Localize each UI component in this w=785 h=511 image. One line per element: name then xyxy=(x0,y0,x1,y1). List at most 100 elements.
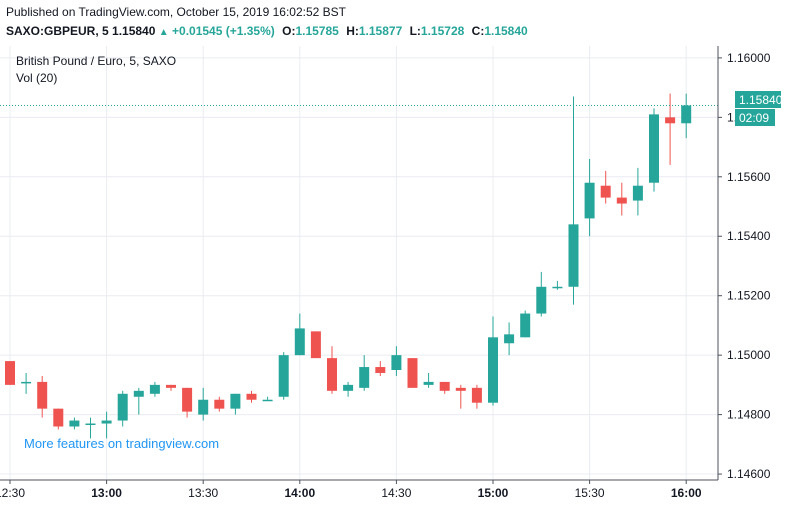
symbol-label: SAXO:GBPEUR, 5 xyxy=(6,24,109,38)
y-tick-label: 1.15600 xyxy=(727,170,771,184)
open-label: O: xyxy=(282,24,296,38)
candle-body xyxy=(101,420,112,424)
candle xyxy=(69,417,80,430)
candle xyxy=(439,381,450,394)
candle-body xyxy=(584,182,595,219)
candle xyxy=(504,322,515,356)
candle-body xyxy=(230,393,241,409)
candle-body xyxy=(359,367,370,388)
published-line: Published on TradingView.com, October 15… xyxy=(6,5,346,19)
candle-body xyxy=(649,114,659,183)
candle xyxy=(455,384,466,409)
candle xyxy=(407,358,418,388)
candle-body xyxy=(391,355,402,371)
change-value: +0.01545 (+1.35%) xyxy=(172,24,275,38)
candle-body xyxy=(133,390,144,397)
last-price-tag: 1.15840 02:09 xyxy=(735,91,783,126)
candle-body xyxy=(665,117,676,124)
candle-body xyxy=(407,358,418,388)
candle xyxy=(117,390,128,427)
candle-body xyxy=(278,355,289,397)
candle-body xyxy=(246,393,257,400)
high-value: 1.15877 xyxy=(358,24,403,38)
candle xyxy=(343,381,354,397)
candle xyxy=(616,182,627,216)
countdown-box xyxy=(735,109,775,126)
candle-body xyxy=(85,423,96,426)
candle-body xyxy=(5,361,15,385)
candle xyxy=(294,313,305,356)
candle-body xyxy=(37,381,48,409)
x-axis[interactable]: 12:30 13:00 13:30 14:00 14:30 15:00 15:30 16:00 xyxy=(0,480,702,500)
candle xyxy=(649,108,659,192)
candle xyxy=(681,93,692,139)
candle xyxy=(375,361,386,376)
candle-body xyxy=(471,387,482,403)
y-tick-label: 1.15000 xyxy=(727,348,771,362)
candle xyxy=(85,417,96,439)
y-tick-label: 1.14600 xyxy=(727,467,771,481)
low-value: 1.15728 xyxy=(420,24,465,38)
candle-body xyxy=(600,185,611,198)
candle xyxy=(632,167,643,216)
candle-body xyxy=(53,408,64,427)
y-tick-label: 1.14800 xyxy=(727,408,771,422)
chart-header: Published on TradingView.com, October 15… xyxy=(0,0,785,46)
candle xyxy=(21,372,32,394)
candle xyxy=(214,396,225,412)
candle-body xyxy=(198,399,209,415)
candle xyxy=(166,384,176,391)
candle xyxy=(520,310,531,338)
x-tick-label: 14:00 xyxy=(284,486,315,500)
close-label: C: xyxy=(471,24,485,38)
candle xyxy=(198,387,209,421)
candle xyxy=(471,384,482,409)
candles xyxy=(5,93,692,439)
countdown-value: 02:09 xyxy=(739,111,769,125)
candle-body xyxy=(552,286,563,289)
candle-body xyxy=(327,358,337,391)
x-tick-label: 12:30 xyxy=(0,486,25,500)
close-value: 1.15840 xyxy=(484,24,528,38)
up-arrow-icon: ▲ xyxy=(158,27,169,38)
low-label: L: xyxy=(409,24,421,38)
candle xyxy=(391,346,402,376)
x-tick-label: 15:30 xyxy=(575,486,605,500)
candle-body xyxy=(568,224,579,287)
x-tick-label: 13:30 xyxy=(188,486,218,500)
candle-body xyxy=(149,384,160,394)
price-tag-value: 1.15840 xyxy=(739,93,783,107)
watermark-link[interactable]: More features on tradingview.com xyxy=(24,436,219,451)
candle xyxy=(230,393,241,415)
candle xyxy=(310,331,321,359)
candle xyxy=(262,396,273,402)
candle-body xyxy=(488,337,498,403)
candle-body xyxy=(21,381,32,384)
legend-volume: Vol (20) xyxy=(16,71,57,85)
candle xyxy=(182,387,193,418)
x-tick-label: 13:00 xyxy=(91,486,122,500)
x-tick-label: 16:00 xyxy=(671,486,702,500)
candle-body xyxy=(214,399,225,409)
candle xyxy=(149,381,160,397)
x-tick-label: 15:00 xyxy=(478,486,509,500)
candle xyxy=(246,390,257,403)
candle-body xyxy=(294,328,305,356)
candle xyxy=(278,352,289,400)
quote-line: SAXO:GBPEUR, 5 1.15840 ▲ +0.01545 (+1.35… xyxy=(6,24,532,38)
y-tick-label: 1.15400 xyxy=(727,229,771,243)
candle-body xyxy=(455,387,466,391)
candle xyxy=(359,355,370,391)
high-label: H: xyxy=(346,24,359,38)
candle-body xyxy=(616,197,627,204)
candle xyxy=(552,280,563,290)
candle-body xyxy=(343,384,354,391)
open-value: 1.15785 xyxy=(295,24,339,38)
candle xyxy=(423,372,434,388)
candle xyxy=(536,271,547,317)
candle-body xyxy=(423,381,434,385)
last-price: 1.15840 xyxy=(112,24,156,38)
candle-body xyxy=(310,331,321,359)
candle-body xyxy=(681,105,692,124)
